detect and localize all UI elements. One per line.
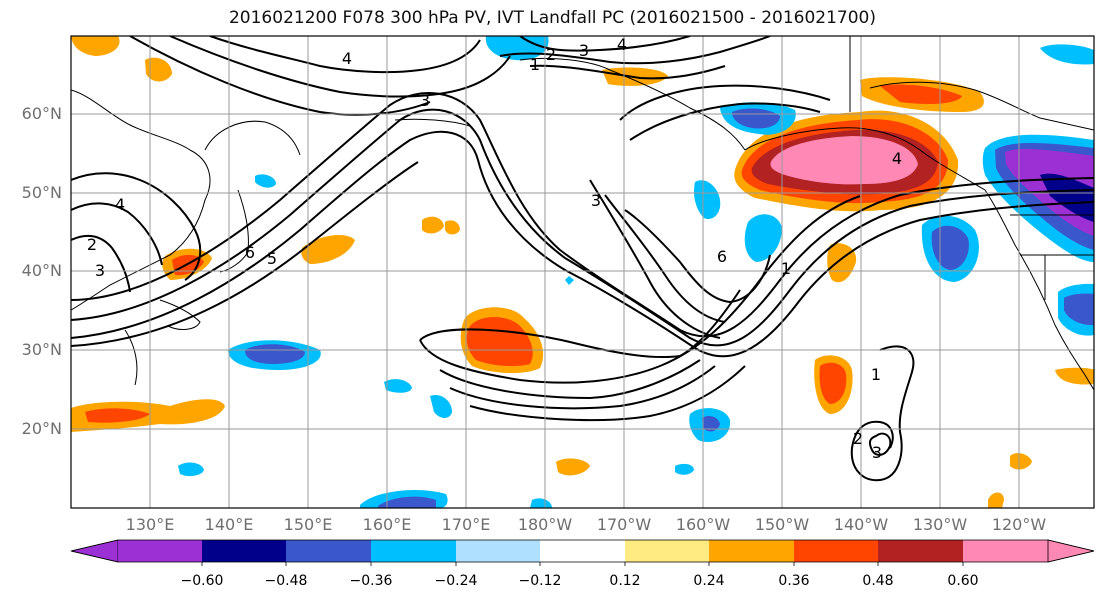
colorbar-swatch [371, 540, 456, 562]
contour-label: 4 [617, 35, 627, 54]
map-frame [70, 35, 1095, 509]
colorbar-tick-label: 0.24 [693, 573, 725, 589]
colorbar-tick-label: −0.36 [349, 573, 393, 589]
lon-label: 160°E [362, 515, 412, 534]
colorbar-swatch [878, 540, 963, 562]
coastlines [71, 36, 1094, 391]
contour-label: 5 [267, 249, 277, 268]
lon-label: 130°W [912, 515, 968, 534]
lon-label: 140°W [833, 515, 889, 534]
colorbar-tick-label: 0.60 [947, 573, 979, 589]
lat-label: 40°N [21, 261, 62, 280]
lon-label: 130°E [125, 515, 175, 534]
colorbar-swatch [118, 540, 202, 562]
contour-label: 4 [342, 49, 352, 68]
lat-label: 20°N [21, 419, 62, 438]
lon-label: 150°W [754, 515, 810, 534]
contour-label: 2 [853, 429, 863, 448]
colorbar-swatch [625, 540, 709, 562]
lon-label: 170°W [596, 515, 652, 534]
colorbar-swatch [456, 540, 540, 562]
contour-label: 1 [871, 365, 881, 384]
contour-label: 3 [579, 41, 589, 60]
contour-label: 3 [591, 191, 601, 210]
colorbar-tick-label: 0.48 [862, 573, 894, 589]
contour-label: 3 [95, 261, 105, 280]
lon-label: 160°W [675, 515, 731, 534]
colorbar-swatch [202, 540, 286, 562]
contour-label: 4 [892, 149, 902, 168]
contour-label: 2 [87, 235, 97, 254]
lon-label: 120°W [991, 515, 1047, 534]
colorbar-tick-label: −0.24 [434, 573, 478, 589]
contour-label: 3 [420, 91, 430, 110]
lon-label: 180°W [517, 515, 573, 534]
lat-label: 50°N [21, 183, 62, 202]
colorbar-swatch [794, 540, 878, 562]
colorbar-swatch [540, 540, 625, 562]
colorbar-tick-label: −0.60 [180, 573, 224, 589]
contour-label: 2 [546, 45, 556, 64]
lon-label: 140°E [204, 515, 254, 534]
contour-label: 6 [717, 247, 727, 266]
lat-label: 30°N [21, 340, 62, 359]
contour-label: 6 [245, 243, 255, 262]
colorbar-tick-label: −0.48 [264, 573, 308, 589]
map-title: 2016021200 F078 300 hPa PV, IVT Landfall… [228, 8, 876, 28]
colorbar-swatch [286, 540, 371, 562]
lon-label: 150°E [283, 515, 333, 534]
colorbar-tick-label: 0.36 [778, 573, 810, 589]
contour-label: 1 [781, 259, 791, 278]
contour-label: 1 [530, 55, 540, 74]
colorbar [70, 539, 1095, 566]
contour-label: 4 [115, 195, 125, 214]
lon-label: 170°E [441, 515, 491, 534]
colorbar-swatch [963, 540, 1048, 562]
pv-contours [71, 36, 1094, 482]
colorbar-tick-label: −0.12 [518, 573, 562, 589]
colorbar-swatch [709, 540, 794, 562]
colorbar-outline [70, 539, 1095, 563]
colorbar-extend-high [1047, 539, 1095, 563]
contour-labels: 4 4 1 2 3 3 4 6 5 3 2 3 6 1 4 1 2 3 [87, 35, 902, 462]
graticule [71, 36, 1094, 508]
colorbar-tick-label: 0.12 [609, 573, 641, 589]
contour-label: 3 [872, 443, 882, 462]
colorbar-extend-low [70, 539, 119, 563]
lat-label: 60°N [21, 104, 62, 123]
